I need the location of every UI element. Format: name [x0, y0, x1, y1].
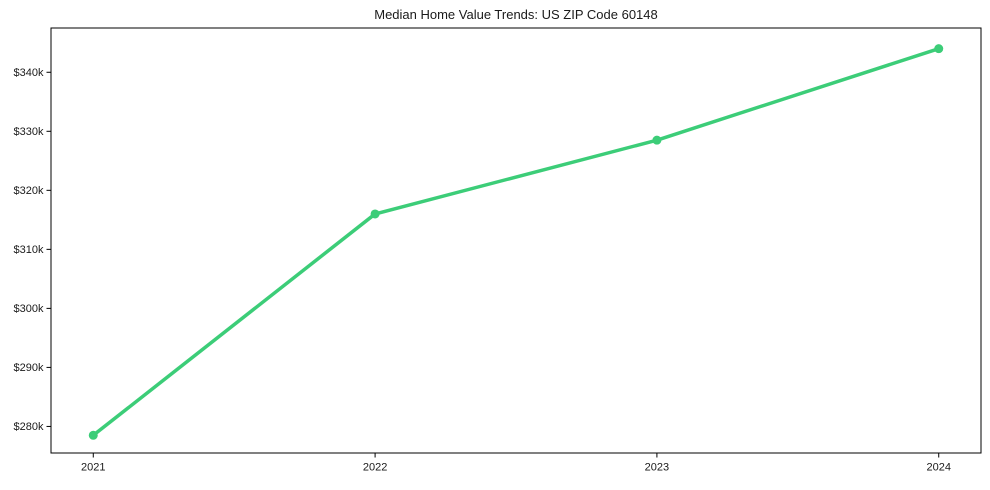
data-point [934, 44, 944, 54]
data-point [370, 209, 380, 219]
series-line [91, 46, 941, 438]
chart-title: Median Home Value Trends: US ZIP Code 60… [374, 7, 658, 22]
x-tick-label: 2021 [81, 462, 105, 474]
y-tick-label: $320k [14, 185, 44, 197]
x-tick-label: 2024 [926, 462, 950, 474]
data-point [88, 430, 98, 440]
y-tick-label: $300k [14, 303, 44, 315]
x-tick-label: 2022 [363, 462, 387, 474]
plot-border [50, 27, 982, 454]
y-tick-label: $310k [14, 244, 44, 256]
data-point [652, 135, 662, 145]
x-tick-label: 2023 [645, 462, 669, 474]
y-tick-label: $290k [14, 362, 44, 374]
y-tick-label: $330k [14, 126, 44, 138]
y-tick-label: $280k [14, 421, 44, 433]
y-tick-label: $340k [14, 67, 44, 79]
